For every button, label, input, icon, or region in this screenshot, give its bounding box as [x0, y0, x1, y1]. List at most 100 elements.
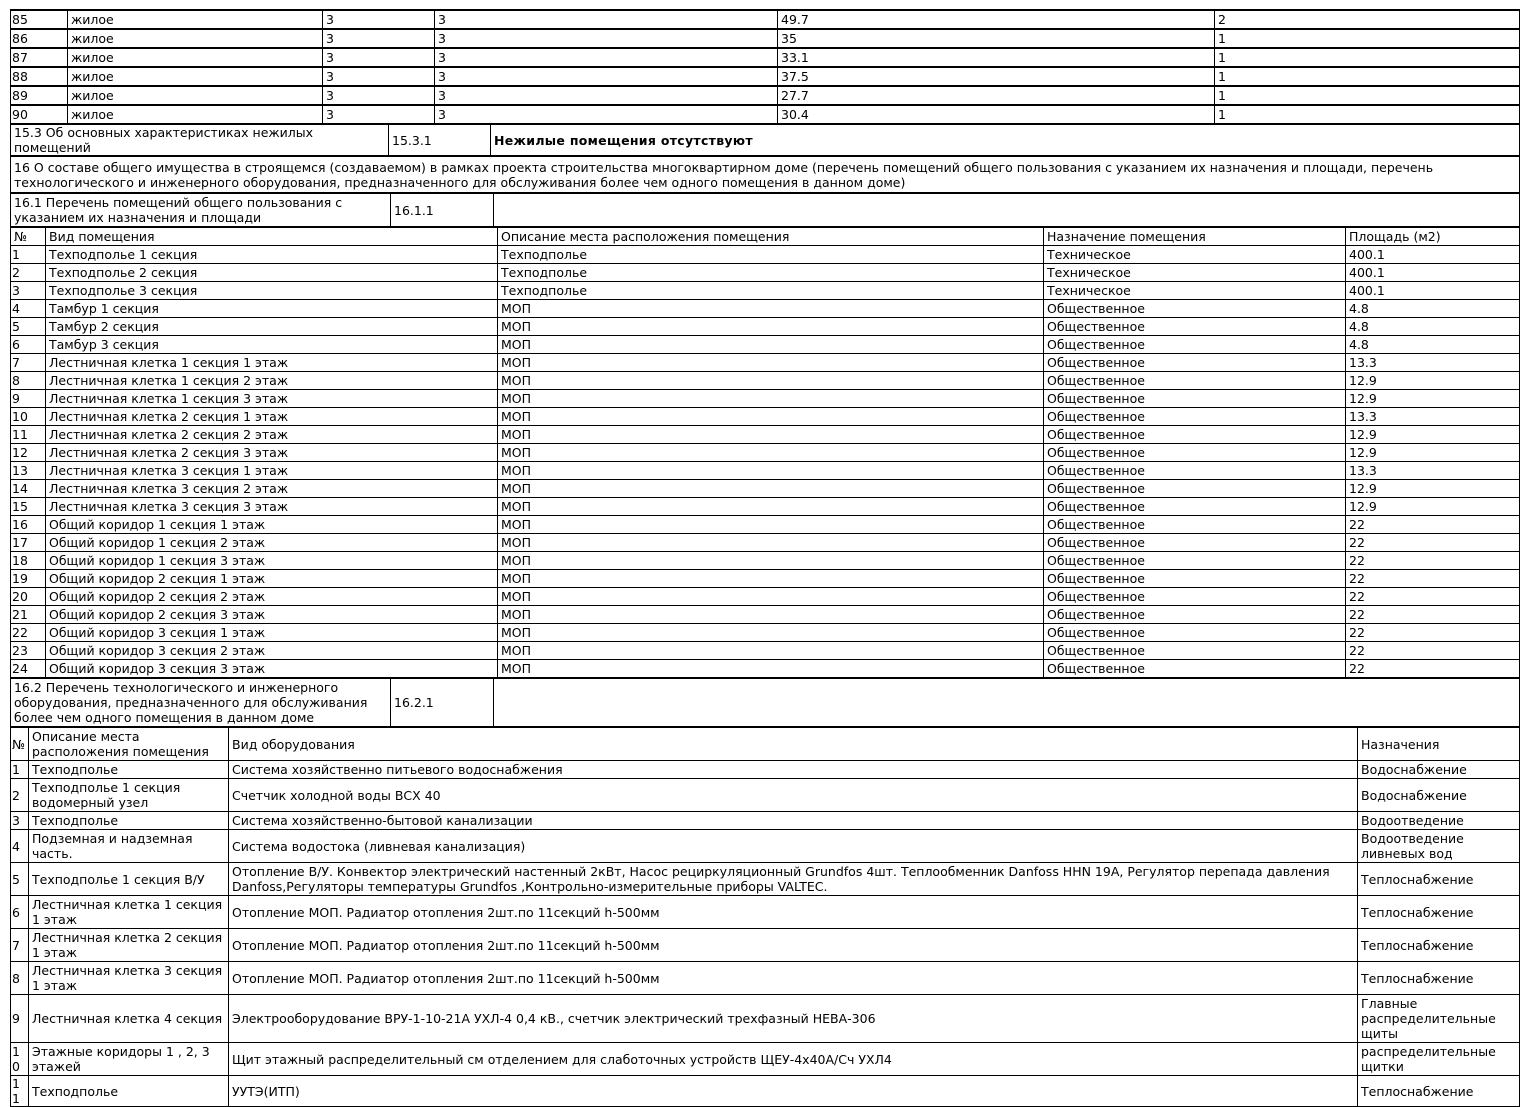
table-cell: жилое [67, 66, 323, 87]
table-cell: 1 [1214, 85, 1520, 106]
table-cell: Общественное [1043, 407, 1346, 426]
column-header: Описание места расположения помещения [497, 227, 1044, 246]
column-header: Назначения [1357, 727, 1520, 761]
table-cell: 3 [10, 281, 46, 300]
table-cell: жилое [67, 47, 323, 68]
table-cell: Общественное [1043, 371, 1346, 390]
table-row: 8 Лестничная клетка 1 секция 2 этаж МОП Общ… [10, 371, 1520, 390]
table-cell: Общий коридор 2 секция 2 этаж [45, 587, 498, 606]
table-row: 10 Лестничная клетка 2 секция 1 этаж МОП Об… [10, 407, 1520, 426]
table-cell: Водоотведение [1357, 811, 1520, 830]
table-cell: 14 [10, 479, 46, 498]
table-row: 15.3 Об основных характеристиках нежилых… [10, 124, 1520, 156]
table-cell: Общий коридор 2 секция 1 этаж [45, 569, 498, 588]
table-cell: Лестничная клетка 2 секция 1 этаж [45, 407, 498, 426]
table-cell: 22 [1345, 515, 1520, 534]
table-cell: 3 [322, 85, 435, 106]
table-row: 10 Этажные коридоры 1 , 2, 3 этажей Щит эт… [10, 1042, 1520, 1076]
table-cell: 2 [10, 778, 29, 812]
common-premises-table: № Вид помещения Описание места расположе… [10, 227, 1520, 678]
table-cell: Общественное [1043, 623, 1346, 642]
table-cell: 400.1 [1345, 245, 1520, 264]
table-cell: 33.1 [777, 47, 1215, 68]
table-cell: Общественное [1043, 299, 1346, 318]
table-cell: жилое [67, 28, 323, 49]
table-cell: Лестничная клетка 4 секция [28, 994, 229, 1043]
table-cell: Система водостока (ливневая канализация) [228, 829, 1358, 863]
table-cell: МОП [497, 461, 1044, 480]
table-cell: 89 [10, 85, 68, 106]
table-cell: Техподполье 3 секция [45, 281, 498, 300]
table-row: 8 Лестничная клетка 3 секция 1 этаж Отопле… [10, 961, 1520, 995]
table-row: 13 Лестничная клетка 3 секция 1 этаж МОП Об… [10, 461, 1520, 480]
column-header: Вид оборудования [228, 727, 1358, 761]
table-cell: 2 [10, 263, 46, 282]
section-15-3-row: 15.3 Об основных характеристиках нежилых… [10, 124, 1520, 156]
table-cell: распределительные щитки [1357, 1042, 1520, 1076]
table-cell: 400.1 [1345, 263, 1520, 282]
table-cell: 12.9 [1345, 389, 1520, 408]
table-cell: Техподполье 1 секция водомерный узел [28, 778, 229, 812]
table-cell: 11 [10, 425, 46, 444]
table-cell: Общественное [1043, 443, 1346, 462]
table-cell: 90 [10, 104, 68, 124]
table-cell: Общественное [1043, 659, 1346, 678]
column-header: № [10, 227, 46, 246]
table-cell: Техподполье [497, 281, 1044, 300]
table-cell: Общий коридор 3 секция 3 этаж [45, 659, 498, 678]
section-16-1-row: 16.1 Перечень помещений общего пользован… [10, 193, 1520, 227]
table-cell: 3 [434, 28, 778, 49]
table-cell: 3 [434, 85, 778, 106]
table-cell: 22 [1345, 623, 1520, 642]
table-cell: 23 [10, 641, 46, 660]
table-cell: жилое [67, 104, 323, 124]
table-cell: Система хозяйственно-бытовой канализации [228, 811, 1358, 830]
table-cell: Отопление МОП. Радиатор отопления 2шт.по… [228, 895, 1358, 929]
table-cell: 400.1 [1345, 281, 1520, 300]
table-row: 17 Общий коридор 1 секция 2 этаж МОП Общест… [10, 533, 1520, 552]
table-row: 3 Техподполье 3 секция Техподполье Техничес… [10, 281, 1520, 300]
section-16-2-label: 16.2 Перечень технологического и инженер… [10, 678, 391, 727]
section-16-1-empty-cell [493, 193, 1520, 227]
table-cell: 15 [10, 497, 46, 516]
section-16-row: 16 О составе общего имущества в строящем… [10, 156, 1520, 193]
table-row: 2 Техподполье 2 секция Техподполье Техничес… [10, 263, 1520, 282]
table-row: 16 О составе общего имущества в строящем… [10, 156, 1520, 193]
table-cell: 30.4 [777, 104, 1215, 124]
table-cell: Лестничная клетка 2 секция 2 этаж [45, 425, 498, 444]
table-cell: Техническое [1043, 281, 1346, 300]
table-row: 9 Лестничная клетка 4 секция Электрооборуд… [10, 994, 1520, 1043]
table-cell: 1 [10, 245, 46, 264]
table-cell: 7 [10, 353, 46, 372]
table-row: 11 Лестничная клетка 2 секция 2 этаж МОП Об… [10, 425, 1520, 444]
table-cell: 1 [10, 760, 29, 779]
equipment-table: № Описание места расположения помещения … [10, 727, 1520, 1107]
table-cell: Общий коридор 3 секция 2 этаж [45, 641, 498, 660]
table-header-row: № Описание места расположения помещения … [10, 727, 1520, 761]
table-cell: 5 [10, 862, 29, 896]
table-cell: 4 [10, 299, 46, 318]
table-row: 11 Техподполье УУТЭ(ИТП) Теплоснабжение [10, 1075, 1520, 1107]
table-cell: 17 [10, 533, 46, 552]
table-header-row: № Вид помещения Описание места расположе… [10, 227, 1520, 246]
table-cell: МОП [497, 479, 1044, 498]
column-header: Назначение помещения [1043, 227, 1346, 246]
table-cell: Тамбур 2 секция [45, 317, 498, 336]
table-cell: 21 [10, 605, 46, 624]
table-cell: МОП [497, 533, 1044, 552]
table-cell: Общественное [1043, 353, 1346, 372]
table-cell: Общественное [1043, 479, 1346, 498]
table-cell: Общественное [1043, 641, 1346, 660]
table-cell: 88 [10, 66, 68, 87]
table-cell: Тамбур 3 секция [45, 335, 498, 354]
table-cell: Техническое [1043, 263, 1346, 282]
table-cell: 22 [1345, 659, 1520, 678]
section-16-2-empty-cell [493, 678, 1520, 727]
table-cell: Общественное [1043, 335, 1346, 354]
table-cell: Лестничная клетка 3 секция 3 этаж [45, 497, 498, 516]
table-cell: 12 [10, 443, 46, 462]
table-cell: Лестничная клетка 2 секция 1 этаж [28, 928, 229, 962]
table-cell: Лестничная клетка 1 секция 3 этаж [45, 389, 498, 408]
table-cell: 85 [10, 9, 68, 30]
table-cell: 12.9 [1345, 443, 1520, 462]
